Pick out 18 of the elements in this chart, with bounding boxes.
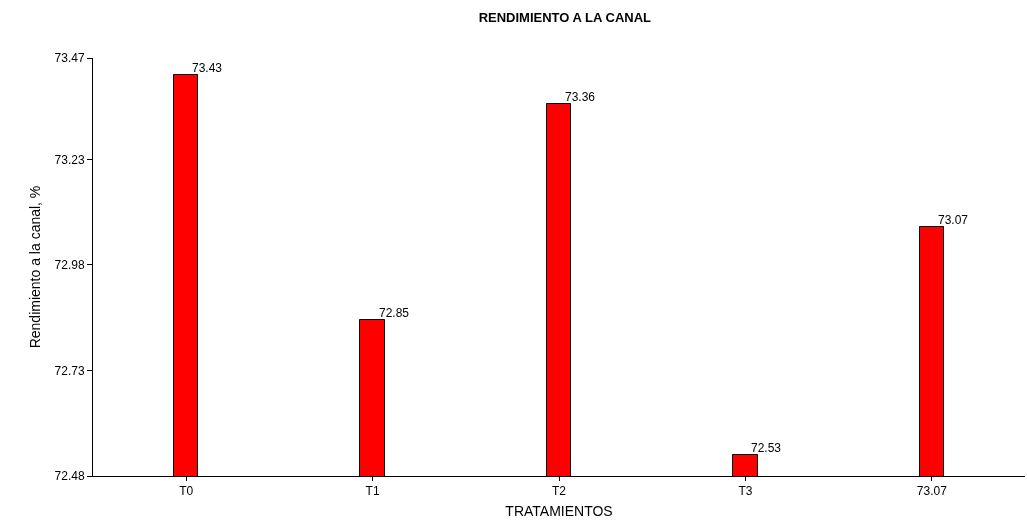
y-tick-label: 73.47 xyxy=(54,51,85,66)
y-tick-label: 73.23 xyxy=(54,152,85,167)
data-label: 73.36 xyxy=(565,90,596,104)
data-label: 72.53 xyxy=(751,441,782,455)
y-tick-label: 72.73 xyxy=(54,363,85,378)
x-axis-title: TRATAMIENTOS xyxy=(505,502,613,519)
y-tick-label: 72.98 xyxy=(54,258,85,273)
data-label: 73.07 xyxy=(938,213,969,227)
x-tick-label: T3 xyxy=(738,484,753,499)
chart-title: RENDIMIENTO A LA CANAL xyxy=(478,10,652,26)
y-axis-title: Rendimiento a la canal, % xyxy=(27,185,44,349)
y-tick-label: 72.48 xyxy=(54,469,85,484)
x-tick-label: T2 xyxy=(551,484,567,499)
data-label: 73.43 xyxy=(192,61,223,75)
x-tick-label: T0 xyxy=(179,484,194,499)
data-label: 72.85 xyxy=(379,306,410,320)
x-tick-label: 73.07 xyxy=(916,484,948,499)
x-tick-label: T1 xyxy=(365,484,380,499)
